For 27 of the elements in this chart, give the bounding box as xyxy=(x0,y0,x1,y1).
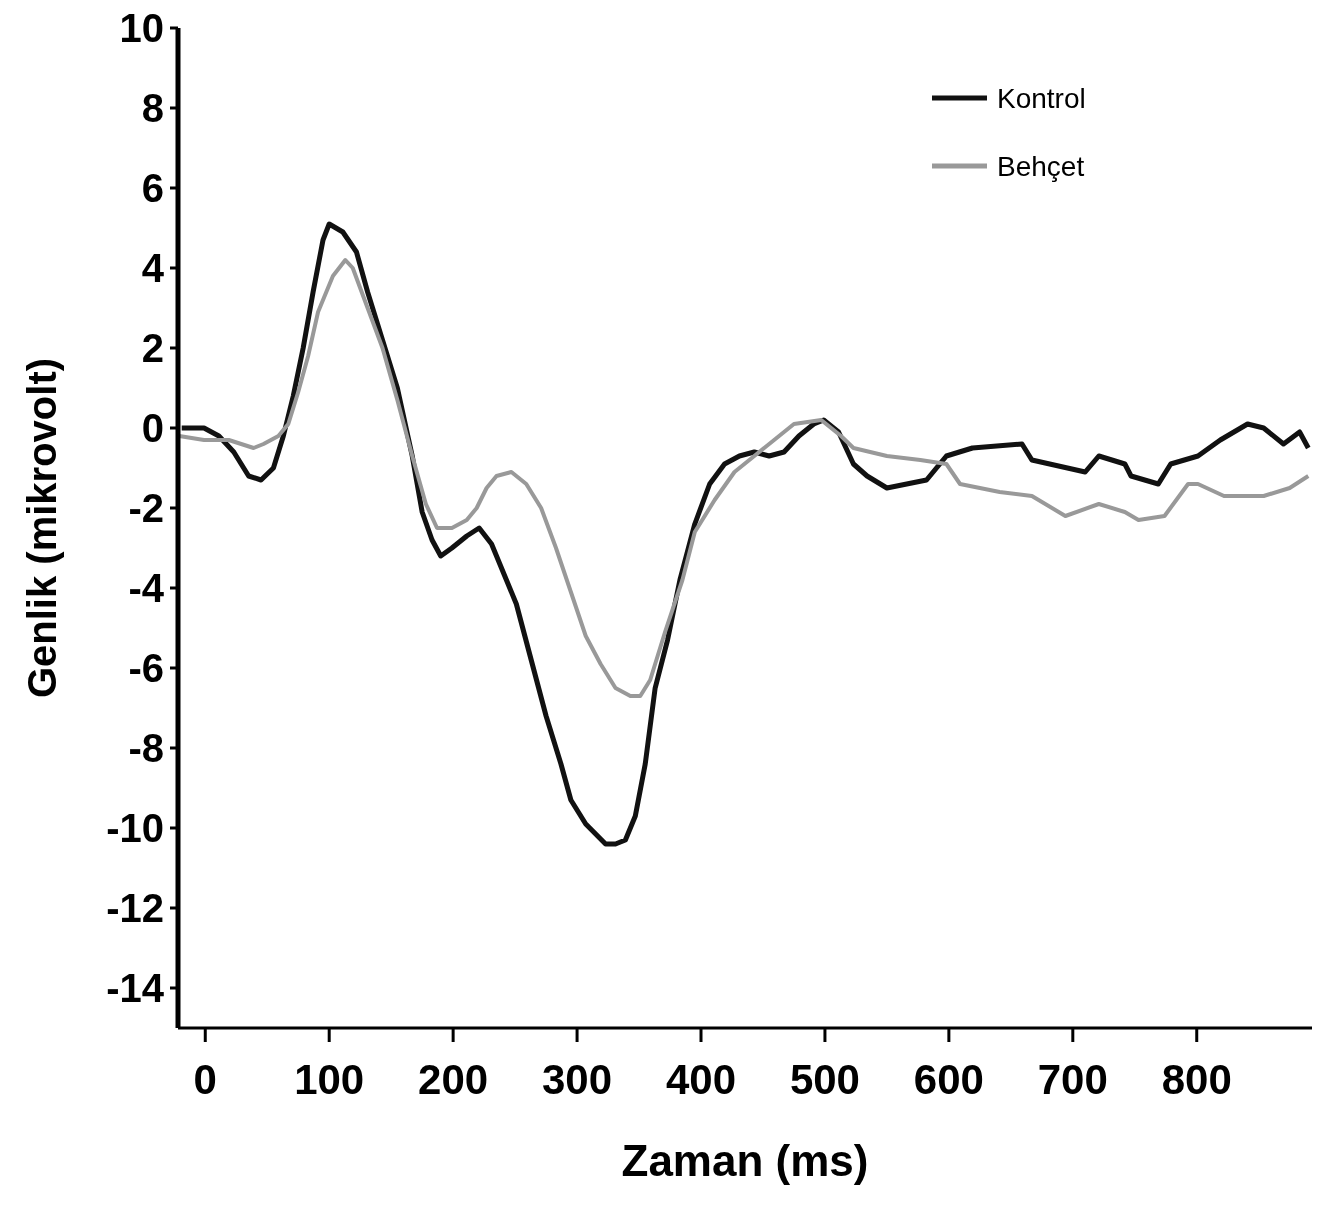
x-tick-label: 200 xyxy=(418,1056,489,1103)
legend-label: Kontrol xyxy=(997,82,1086,114)
x-tick-label: 600 xyxy=(913,1056,984,1103)
y-axis-title: Genlik (mikrovolt) xyxy=(20,357,64,699)
x-tick-label: 300 xyxy=(542,1056,613,1103)
legend-label: Behçet xyxy=(997,150,1085,182)
y-tick-label: 6 xyxy=(141,166,164,210)
y-tick-label: 10 xyxy=(119,6,164,50)
line-series xyxy=(178,258,1311,698)
y-tick-label: -4 xyxy=(128,566,165,610)
y-tick-label: -8 xyxy=(128,726,164,770)
y-tick-label: -2 xyxy=(128,486,164,530)
y-tick-label: 2 xyxy=(141,326,164,370)
x-tick-label: 800 xyxy=(1161,1056,1232,1103)
y-tick-label: 4 xyxy=(141,246,165,290)
y-tick-label: -12 xyxy=(106,886,164,930)
x-tick-label: 400 xyxy=(665,1056,737,1103)
y-tick-label: -10 xyxy=(106,806,164,850)
y-tick-label: 8 xyxy=(141,86,164,130)
x-tick-label: 0 xyxy=(193,1056,217,1103)
y-tick-label: -14 xyxy=(106,966,165,1010)
x-tick-label: 700 xyxy=(1037,1056,1108,1103)
x-tick-label: 500 xyxy=(789,1056,860,1103)
x-tick-label: 100 xyxy=(294,1056,365,1103)
y-tick-label: 0 xyxy=(141,406,164,450)
y-tick-label: -6 xyxy=(128,646,164,690)
x-axis-title: Zaman (ms) xyxy=(621,1136,869,1185)
